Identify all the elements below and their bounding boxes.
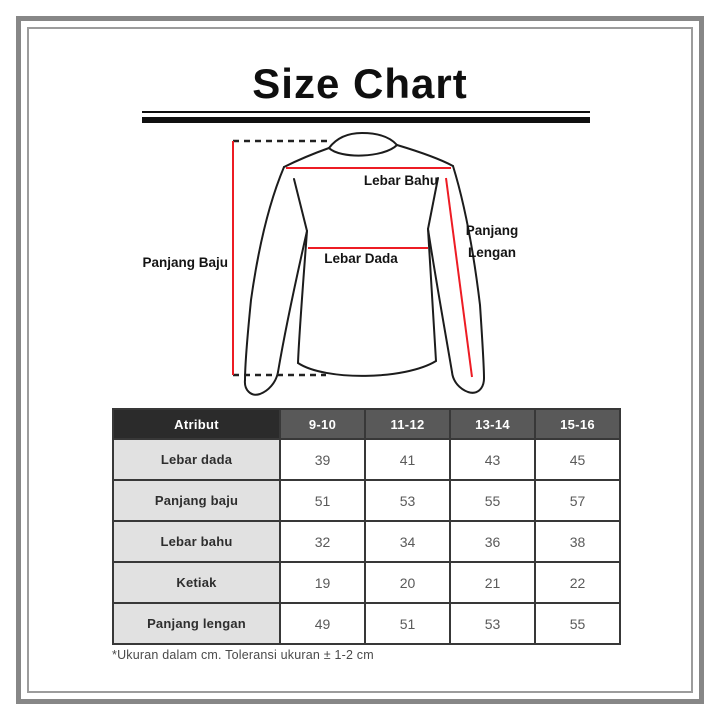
size-table: Atribut 9-10 11-12 13-14 15-16 Lebar dad… xyxy=(112,408,621,645)
chest-width-label: Lebar Dada xyxy=(324,251,398,266)
size-table-header-row: Atribut 9-10 11-12 13-14 15-16 xyxy=(112,408,621,440)
attribute-column-header: Atribut xyxy=(112,408,281,440)
row-label: Lebar dada xyxy=(112,438,281,481)
shirt-hem xyxy=(297,360,437,377)
table-row-lebar-bahu: Lebar bahu 32 34 36 38 xyxy=(112,520,621,563)
size-column-header-11-12: 11-12 xyxy=(364,408,451,440)
shirt-left-shoulder xyxy=(283,147,330,168)
cell-value: 41 xyxy=(364,438,451,481)
cell-value: 57 xyxy=(534,479,621,522)
sleeve-length-line xyxy=(445,177,473,378)
shirt-right-armhole-seam xyxy=(427,177,439,230)
shirt-body-right-side xyxy=(427,228,437,362)
table-row-lebar-dada: Lebar dada 39 41 43 45 xyxy=(112,438,621,481)
shirt-left-cuff xyxy=(243,371,279,396)
shirt-left-sleeve-inner xyxy=(277,230,308,373)
cell-value: 51 xyxy=(364,602,451,645)
cell-value: 32 xyxy=(279,520,366,563)
row-label: Lebar bahu xyxy=(112,520,281,563)
cell-value: 22 xyxy=(534,561,621,604)
table-row-ketiak: Ketiak 19 20 21 22 xyxy=(112,561,621,604)
inner-frame-border xyxy=(27,27,693,693)
shirt-right-sleeve-inner xyxy=(427,228,453,373)
shirt-left-armhole-seam xyxy=(293,178,308,232)
shirt-right-cuff xyxy=(451,371,485,394)
cell-value: 49 xyxy=(279,602,366,645)
outer-frame-border xyxy=(16,16,704,704)
size-footnote: *Ukuran dalam cm. Toleransi ukuran ± 1-2… xyxy=(112,648,374,662)
cell-value: 53 xyxy=(449,602,536,645)
body-length-label: Panjang Baju xyxy=(142,255,228,270)
size-column-header-13-14: 13-14 xyxy=(449,408,536,440)
title-divider-thick-line xyxy=(142,117,590,123)
title-divider-thin-line xyxy=(142,111,590,113)
cell-value: 36 xyxy=(449,520,536,563)
cell-value: 34 xyxy=(364,520,451,563)
size-column-header-15-16: 15-16 xyxy=(534,408,621,440)
size-column-header-9-10: 9-10 xyxy=(279,408,366,440)
sleeve-length-label-line1: Panjang xyxy=(466,223,519,238)
cell-value: 45 xyxy=(534,438,621,481)
cell-value: 55 xyxy=(534,602,621,645)
shoulder-width-label: Lebar Bahu xyxy=(364,173,438,188)
cell-value: 20 xyxy=(364,561,451,604)
shirt-drawing xyxy=(243,132,485,396)
page-title: Size Chart xyxy=(252,60,468,107)
cell-value: 39 xyxy=(279,438,366,481)
measurement-labels: Lebar Bahu Lebar Dada Panjang Baju Panja… xyxy=(142,173,518,270)
cell-value: 55 xyxy=(449,479,536,522)
cell-value: 51 xyxy=(279,479,366,522)
title-divider xyxy=(142,111,590,123)
cell-value: 43 xyxy=(449,438,536,481)
cell-value: 53 xyxy=(364,479,451,522)
shirt-collar-outer xyxy=(328,132,398,149)
cell-value: 21 xyxy=(449,561,536,604)
row-label: Panjang baju xyxy=(112,479,281,522)
shirt-collar-inner xyxy=(328,144,398,157)
shirt-body-left-side xyxy=(297,230,308,364)
cell-value: 38 xyxy=(534,520,621,563)
row-label: Ketiak xyxy=(112,561,281,604)
cell-value: 19 xyxy=(279,561,366,604)
table-row-panjang-baju: Panjang baju 51 53 55 57 xyxy=(112,479,621,522)
measurement-lines xyxy=(232,139,473,378)
table-row-panjang-lengan: Panjang lengan 49 51 53 55 xyxy=(112,602,621,645)
shirt-left-sleeve-outer xyxy=(244,166,285,381)
shirt-right-shoulder xyxy=(396,144,454,167)
sleeve-length-label-line2: Lengan xyxy=(468,245,516,260)
shirt-right-sleeve-outer xyxy=(452,165,485,379)
row-label: Panjang lengan xyxy=(112,602,281,645)
